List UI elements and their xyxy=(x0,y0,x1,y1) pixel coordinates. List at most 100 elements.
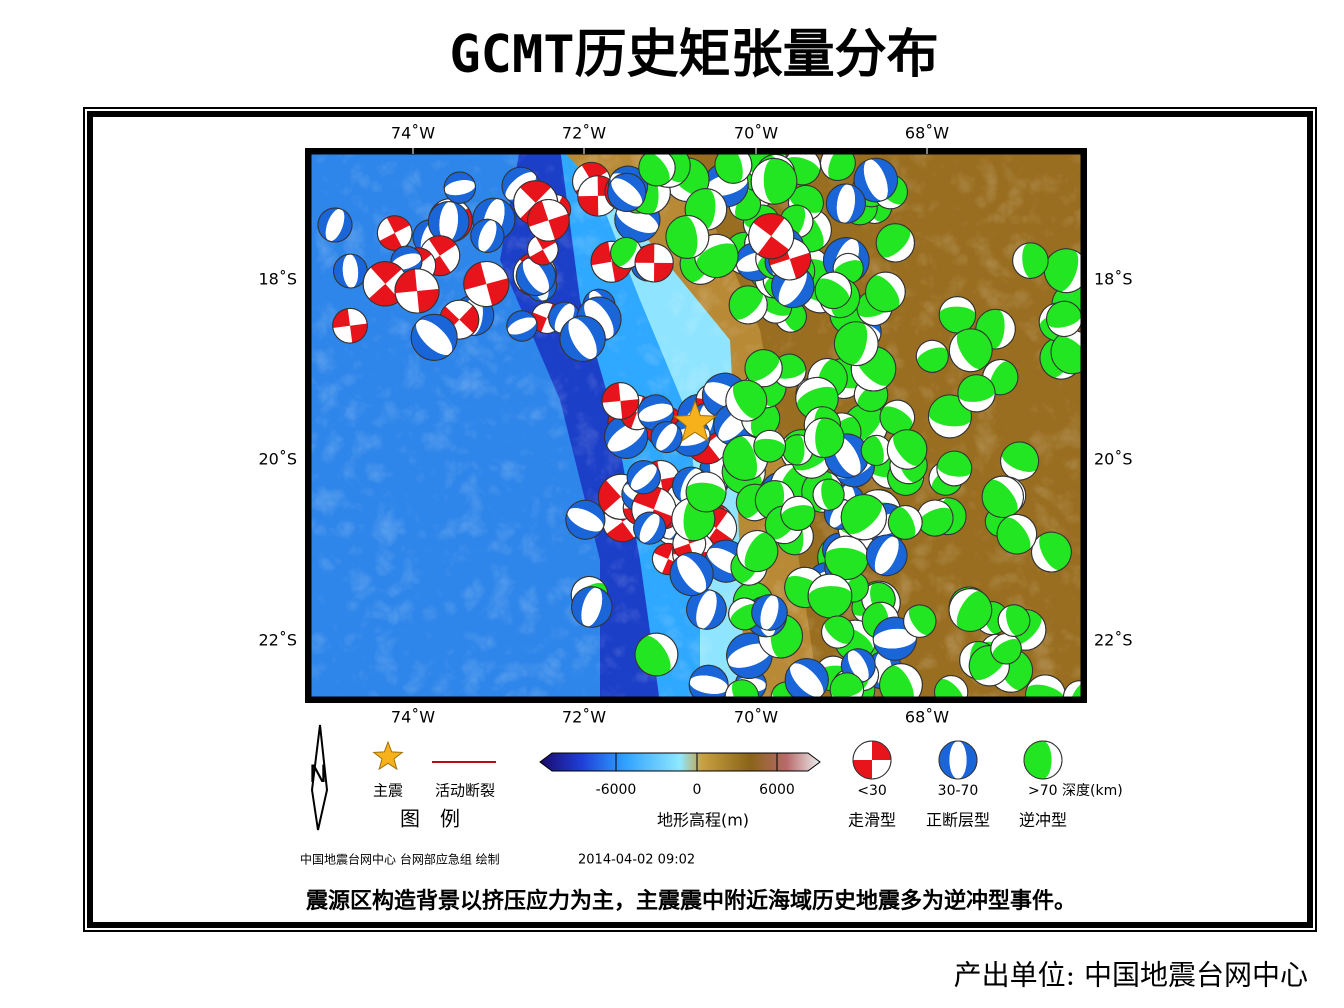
legend-type: 逆冲型 xyxy=(1019,811,1067,830)
lon-label: 68˚W xyxy=(905,708,949,727)
colorbar xyxy=(539,752,821,772)
beachball xyxy=(886,429,928,470)
beachball-edge xyxy=(724,679,760,697)
beachball-quad xyxy=(1046,301,1081,328)
beachball-edge xyxy=(1031,531,1072,573)
beachball-quad xyxy=(686,589,727,630)
beachball-quad xyxy=(753,438,786,462)
beachball-quad xyxy=(828,154,856,181)
beachball-quad xyxy=(937,451,972,477)
beachball xyxy=(1031,531,1072,573)
beachball-edge xyxy=(865,534,908,577)
beachball-quad xyxy=(815,417,844,458)
beachball xyxy=(515,255,557,296)
beachball xyxy=(410,313,458,361)
beachball-edge xyxy=(1025,674,1066,697)
beachball-quad xyxy=(715,154,743,184)
beachball-edge xyxy=(784,658,829,697)
lon-label: 74˚W xyxy=(391,708,435,727)
beachball-edge xyxy=(638,154,676,187)
beachball-edge xyxy=(607,172,647,212)
north-label: N xyxy=(309,760,327,788)
beachball xyxy=(948,588,993,632)
beachball xyxy=(814,271,852,310)
beachball xyxy=(724,679,760,697)
beachball-edge xyxy=(829,672,865,697)
beachball-quad xyxy=(416,319,453,355)
beachball-quad xyxy=(745,349,780,382)
beachball-quad xyxy=(888,506,916,540)
beachball xyxy=(875,223,915,263)
beachball-quad xyxy=(726,633,772,679)
beachball-edge xyxy=(996,513,1038,555)
beachball-quad xyxy=(939,741,977,779)
beachball-edge xyxy=(865,271,906,313)
beachball-quad xyxy=(607,173,646,212)
beachball-edge xyxy=(736,530,779,573)
beachball xyxy=(443,171,476,204)
beachball-quad xyxy=(325,208,345,242)
beachball xyxy=(427,201,470,243)
beachball-edge xyxy=(840,494,887,541)
beachball-quad xyxy=(908,605,936,636)
beachball-quad xyxy=(670,552,714,596)
beachball-quad xyxy=(472,198,515,241)
beachball-quad xyxy=(934,678,964,697)
beachball-quad xyxy=(630,464,657,491)
beachball xyxy=(470,218,505,253)
beachball-edge xyxy=(634,243,674,283)
lat-label: 20˚S xyxy=(258,450,297,469)
beachball-quad xyxy=(559,316,606,362)
beachball-edge xyxy=(915,339,949,373)
beachball xyxy=(669,552,714,597)
beachball xyxy=(610,237,643,270)
beachball-edge xyxy=(1050,330,1081,375)
beachball-quad xyxy=(727,643,772,668)
legend-star xyxy=(372,740,404,771)
beachball xyxy=(853,157,899,203)
beachball-quad xyxy=(781,505,815,531)
beachball xyxy=(865,271,906,313)
beachball xyxy=(751,594,788,631)
lon-label: 74˚W xyxy=(391,124,435,143)
beachball xyxy=(1050,330,1081,375)
beachball-edge xyxy=(887,505,923,540)
beachball xyxy=(957,374,996,413)
beachball-edge xyxy=(812,478,845,511)
beachball xyxy=(559,315,606,362)
beachball-edge xyxy=(803,417,845,458)
legend-beachball xyxy=(938,740,978,780)
beachball xyxy=(981,475,1024,518)
beachball-quad xyxy=(982,479,1018,518)
beachball-edge xyxy=(903,604,937,638)
credit: 中国地震台网中心 台网部应急组 绘制 xyxy=(300,852,500,867)
beachball xyxy=(565,499,606,540)
beachball xyxy=(633,511,667,545)
beachball xyxy=(840,494,887,541)
beachball-edge xyxy=(1046,300,1081,337)
beachball-quad xyxy=(591,241,632,282)
legend-depth: 30-70 xyxy=(938,783,979,799)
beachball-edge xyxy=(957,374,996,413)
beachball-edge xyxy=(934,675,969,697)
beachball-edge xyxy=(601,382,640,420)
beachball xyxy=(996,513,1038,555)
beachball-edge xyxy=(886,429,928,470)
lat-label: 20˚S xyxy=(1094,450,1133,469)
beachball xyxy=(903,604,937,638)
beachball-edge xyxy=(1062,680,1081,697)
beachball xyxy=(829,672,865,697)
beachball-quad xyxy=(463,262,509,306)
beachball xyxy=(744,349,783,388)
beachball-edge xyxy=(443,171,476,204)
beachball-quad xyxy=(584,299,614,339)
beachball-edge xyxy=(515,255,557,296)
beachball-quad xyxy=(616,206,659,233)
beachball-quad xyxy=(830,672,864,697)
beachball-edge xyxy=(981,475,1024,518)
legend-depth: >70 深度(km) xyxy=(1028,783,1123,799)
beachball-quad xyxy=(866,535,907,576)
beachball-edge xyxy=(634,632,679,677)
beachball-quad xyxy=(893,429,927,466)
beachball xyxy=(394,268,440,314)
